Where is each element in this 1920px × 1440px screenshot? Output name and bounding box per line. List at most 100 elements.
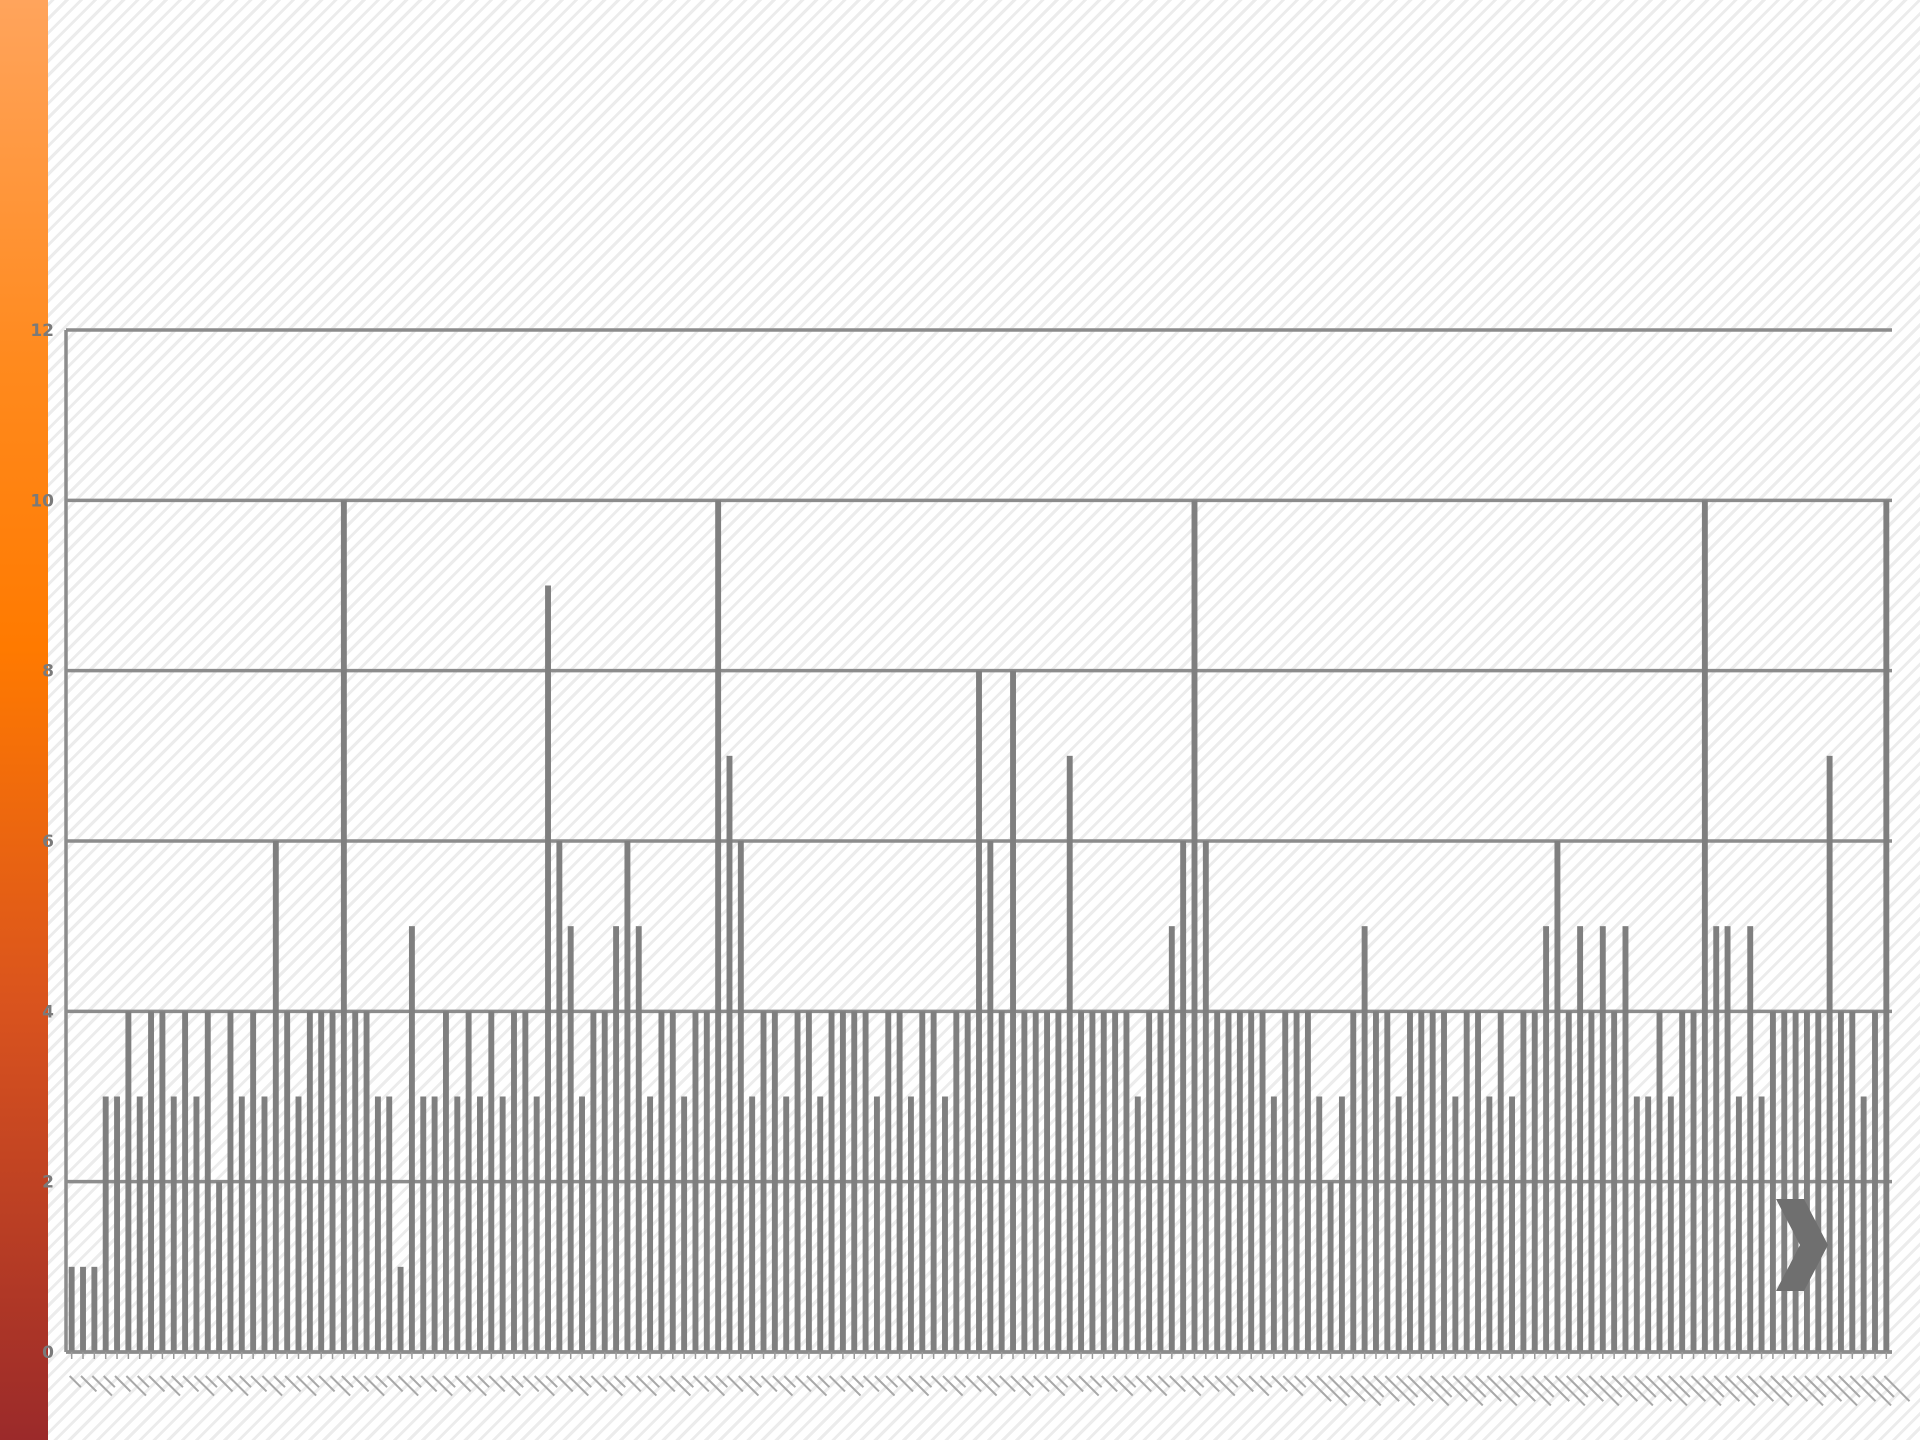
x-tick-label (1203, 1375, 1220, 1393)
x-tick-label (171, 1375, 184, 1388)
bar (1554, 841, 1561, 1352)
bar (68, 1266, 75, 1352)
x-tick-label (704, 1375, 726, 1397)
bar (1021, 1011, 1028, 1352)
bar (567, 926, 574, 1352)
bar (1168, 926, 1175, 1352)
x-tick-label (205, 1375, 218, 1388)
bar (1883, 500, 1890, 1353)
bar (374, 1096, 381, 1352)
bar (556, 841, 563, 1352)
bar (669, 1011, 676, 1352)
x-tick-label (567, 1375, 590, 1397)
bar (1531, 1011, 1538, 1352)
bar (545, 585, 551, 1352)
bar (1758, 1096, 1765, 1352)
bar (511, 1011, 517, 1352)
bar (193, 1096, 200, 1352)
bar (1815, 1011, 1822, 1352)
bar (1293, 1011, 1300, 1352)
x-tick-label (1101, 1375, 1118, 1393)
x-tick-label (1622, 1375, 1654, 1407)
bar (1100, 1011, 1107, 1352)
bar (1803, 1011, 1810, 1352)
bar (760, 1011, 767, 1352)
bar (306, 1011, 313, 1352)
x-tick-label (1600, 1375, 1623, 1398)
bar (613, 926, 620, 1352)
x-tick-label (182, 1375, 200, 1393)
x-tick-label (987, 1375, 1001, 1388)
x-tick-label (1486, 1375, 1518, 1407)
x-tick-label (488, 1375, 506, 1393)
bar (1032, 1011, 1039, 1352)
x-tick-label (851, 1375, 865, 1388)
x-tick-label (658, 1375, 676, 1393)
x-tick-label (443, 1375, 456, 1388)
x-tick-label (1395, 1375, 1419, 1398)
bar (204, 1011, 211, 1352)
bar (964, 1011, 971, 1352)
x-tick-label (1634, 1375, 1657, 1398)
bar (408, 926, 415, 1352)
bar (1611, 1011, 1618, 1352)
bar (715, 500, 722, 1353)
x-tick-label (499, 1375, 521, 1397)
x-tick-label (216, 1375, 234, 1393)
bar (488, 1011, 495, 1352)
x-tick-label (1747, 1375, 1775, 1402)
x-tick-label (295, 1375, 317, 1397)
bar (295, 1096, 302, 1352)
chevron-right-icon[interactable] (1770, 1195, 1830, 1295)
bar (1157, 1011, 1164, 1352)
x-tick-label (783, 1375, 797, 1388)
x-tick-label (1554, 1375, 1586, 1407)
bar (1713, 926, 1720, 1352)
bar (1304, 1011, 1311, 1352)
x-tick-label (1758, 1375, 1790, 1407)
bar (681, 1096, 688, 1352)
bar (1656, 1011, 1663, 1352)
x-tick-label (545, 1375, 558, 1388)
bar (726, 755, 733, 1352)
bar (1338, 1096, 1345, 1352)
bar (1350, 1011, 1357, 1352)
bar (1180, 841, 1187, 1352)
x-tick-label (159, 1375, 181, 1397)
bar (998, 1011, 1005, 1352)
x-tick-label (1849, 1375, 1877, 1402)
bar (987, 841, 994, 1352)
x-tick-label (375, 1375, 388, 1388)
bar (533, 1096, 540, 1352)
x-tick-label (363, 1375, 385, 1397)
bar (1599, 926, 1606, 1352)
bar (1202, 841, 1209, 1352)
bar (250, 1011, 257, 1352)
bar (1044, 1011, 1050, 1352)
bar (976, 670, 982, 1352)
bar-series (68, 500, 1890, 1353)
bar (1735, 1096, 1742, 1352)
x-tick-label (1770, 1375, 1793, 1398)
bar (1860, 1096, 1867, 1352)
bar (102, 1096, 109, 1352)
bar (885, 1011, 892, 1352)
bar (363, 1011, 370, 1352)
x-tick-label (1702, 1375, 1725, 1398)
bar (1078, 1011, 1085, 1352)
bar (1872, 1011, 1878, 1352)
x-tick-label (1429, 1375, 1453, 1398)
x-tick-label (1293, 1375, 1307, 1388)
bar (1441, 1011, 1447, 1352)
bar (635, 926, 642, 1352)
x-tick-label (1509, 1375, 1536, 1402)
y-axis-ticks: 0 2 4 6 8 10 12 (30, 321, 54, 1363)
y-tick-label: 12 (30, 321, 54, 341)
bar (1543, 926, 1550, 1352)
x-tick-label (250, 1375, 268, 1393)
bar (1497, 1011, 1504, 1352)
y-tick-label: 8 (42, 662, 54, 682)
x-tick-label (1214, 1375, 1236, 1397)
x-tick-label (522, 1375, 540, 1393)
x-tick-label (1146, 1375, 1168, 1397)
